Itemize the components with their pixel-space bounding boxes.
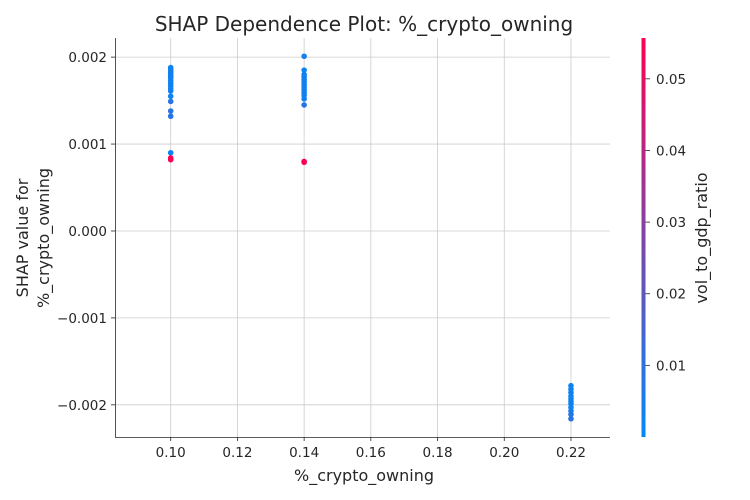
x-tick-label: 0.20 [489, 445, 519, 461]
y-axis-label: SHAP value for %_crypto_owning [13, 168, 54, 308]
scatter-points [167, 53, 574, 422]
colorbar-tick-label: 0.04 [656, 143, 686, 159]
y-tick-label: −0.001 [57, 311, 107, 327]
x-tick-label: 0.14 [289, 445, 319, 461]
scatter-point [167, 108, 174, 114]
x-tick-label: 0.10 [156, 445, 186, 461]
scatter-point [301, 159, 307, 166]
scatter-point [301, 92, 307, 99]
x-axis-ticks: 0.10 0.12 0.14 0.16 0.18 0.20 0.22 [156, 437, 586, 461]
axes [115, 38, 610, 438]
scatter-point [167, 93, 174, 100]
colorbar-label: vol_to_gdp_ratio [692, 172, 712, 303]
y-tick-label: 0.002 [68, 50, 107, 66]
scatter-point [167, 88, 174, 94]
x-axis-label: %_crypto_owning [294, 466, 434, 486]
y-axis-ticks: −0.002 −0.001 0.000 0.001 0.002 [57, 50, 115, 414]
y-tick-label: 0.000 [68, 224, 107, 240]
scatter-point [167, 113, 174, 120]
x-tick-label: 0.18 [423, 445, 453, 461]
grid-lines [115, 38, 610, 437]
scatter-point [167, 156, 174, 163]
scatter-point [301, 102, 307, 108]
x-tick-label: 0.16 [356, 445, 386, 461]
colorbar-tick-label: 0.03 [656, 215, 686, 231]
scatter-point [167, 80, 174, 87]
scatter-point [167, 98, 174, 105]
x-tick-label: 0.22 [556, 445, 586, 461]
chart-title: SHAP Dependence Plot: %_crypto_owning [155, 12, 573, 36]
scatter-point [301, 67, 307, 73]
scatter-point [568, 398, 574, 405]
colorbar-tick-label: 0.01 [656, 358, 686, 374]
scatter-point [301, 76, 307, 83]
scatter-point [301, 53, 307, 60]
y-tick-label: 0.001 [68, 137, 107, 153]
scatter-point [167, 68, 174, 74]
scatter-point [301, 84, 307, 91]
scatter-point [568, 389, 574, 396]
scatter-point [167, 73, 174, 80]
y-tick-label: −0.002 [57, 398, 107, 414]
x-tick-label: 0.12 [222, 445, 252, 461]
scatter-point [568, 415, 574, 422]
colorbar-tick-label: 0.05 [656, 72, 686, 88]
scatter-point [167, 149, 174, 156]
y-axis-label-line-2: %_crypto_owning [34, 168, 54, 308]
colorbar-ticks: 0.01 0.02 0.03 0.04 0.05 [645, 72, 686, 374]
scatter-point [568, 411, 574, 418]
colorbar [641, 38, 646, 437]
colorbar-tick-label: 0.02 [656, 287, 686, 303]
y-axis-label-line-1: SHAP value for [13, 178, 32, 297]
